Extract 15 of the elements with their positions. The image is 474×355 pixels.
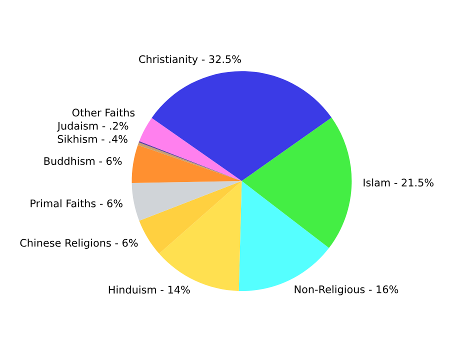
- pie-slice: [139, 181, 242, 254]
- slice-label: Islam - 21.5%: [364, 178, 434, 187]
- pie-slice: [152, 71, 332, 182]
- slice-label: Judaism - .2%: [56, 122, 128, 132]
- slice-label: Buddhism - 6%: [44, 156, 122, 165]
- pie-slice: [132, 181, 242, 221]
- slice-label: Chinese Religions - 6%: [20, 238, 138, 249]
- pie-slice: [139, 118, 242, 182]
- slice-label: Non-Religious - 16%: [294, 285, 398, 296]
- slice-label: Primal Faiths - 6%: [30, 199, 122, 208]
- pie-slice: [242, 118, 352, 248]
- slice-label: Christianity - 32.5%: [139, 55, 241, 66]
- slice-label: Hinduism - 14%: [108, 286, 190, 294]
- slice-label: Other Faiths: [72, 108, 135, 117]
- slice-label: Sikhism - .4%: [58, 134, 128, 143]
